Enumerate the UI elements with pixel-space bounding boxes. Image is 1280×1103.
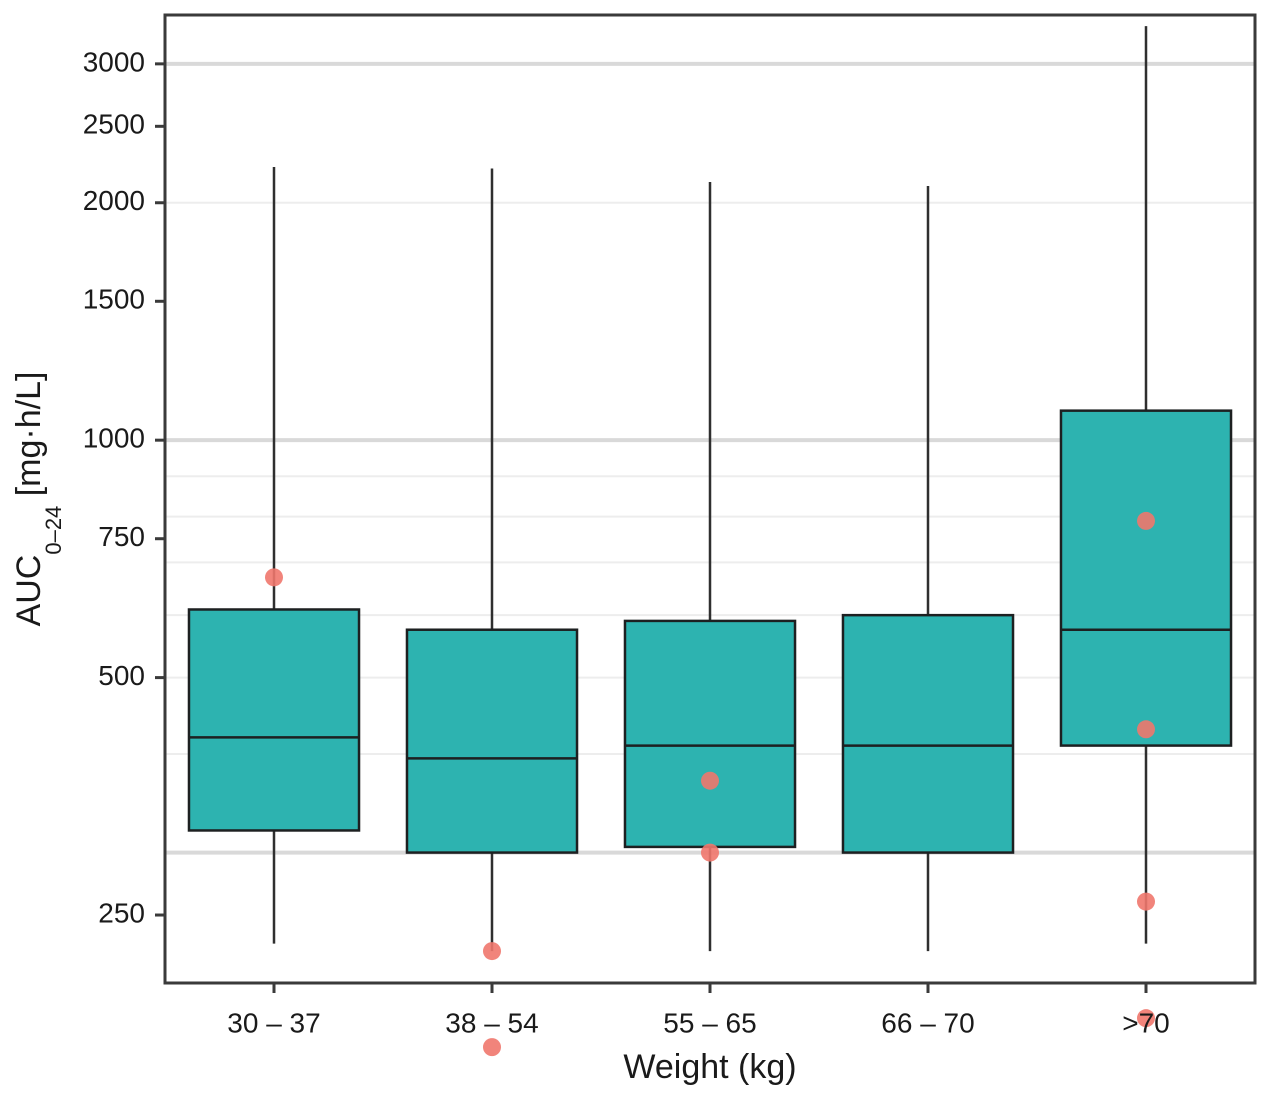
- outlier-point: [1137, 512, 1155, 530]
- outlier-point: [1137, 720, 1155, 738]
- y-tick-label: 1500: [83, 284, 145, 315]
- y-tick-label: 3000: [83, 46, 145, 77]
- box-55 – 65: [625, 621, 795, 847]
- x-tick-label: 38 – 54: [445, 1007, 538, 1038]
- outlier-point: [483, 942, 501, 960]
- x-axis-title: Weight (kg): [623, 1048, 796, 1086]
- outlier-point: [701, 844, 719, 862]
- y-tick-label: 750: [98, 521, 145, 552]
- x-tick-label: 66 – 70: [881, 1007, 974, 1038]
- box-66 – 70: [843, 615, 1013, 852]
- outlier-point: [483, 1038, 501, 1056]
- outlier-point: [701, 772, 719, 790]
- x-tick-label: 30 – 37: [227, 1007, 320, 1038]
- y-tick-label: 2000: [83, 185, 145, 216]
- y-tick-label: 250: [98, 897, 145, 928]
- box-38 – 54: [407, 630, 577, 853]
- box->70: [1061, 411, 1231, 746]
- x-tick-label: 55 – 65: [663, 1007, 756, 1038]
- y-tick-label: 1000: [83, 423, 145, 454]
- outlier-point: [265, 568, 283, 586]
- boxplot-chart: 250 500 750 1000 1500 2000 2500 3000 30 – 37 38 –…: [0, 0, 1280, 1103]
- y-tick-label: 2500: [83, 109, 145, 140]
- x-tick-label: >70: [1122, 1007, 1170, 1038]
- outlier-point: [1137, 893, 1155, 911]
- chart-svg: 250 500 750 1000 1500 2000 2500 3000 30 – 37 38 –…: [0, 0, 1280, 1103]
- y-axis-title: AUC0–24 [mg·h/L]: [10, 372, 66, 627]
- y-tick-label: 500: [98, 660, 145, 691]
- box-30 – 37: [189, 609, 359, 830]
